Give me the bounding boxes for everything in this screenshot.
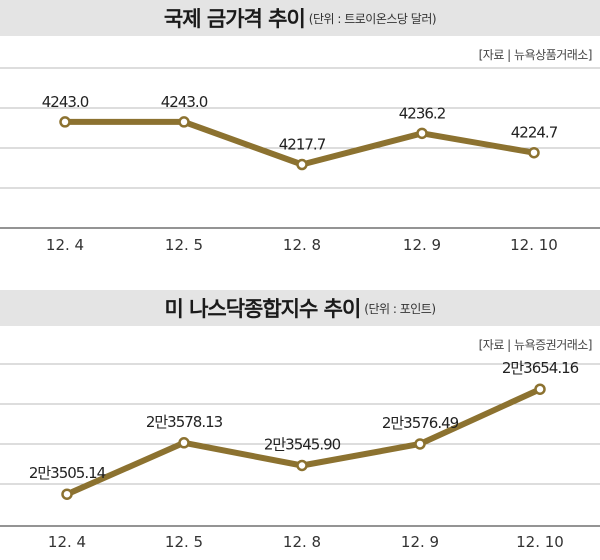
nasdaq-data-point: [296, 459, 308, 472]
nasdaq-value-label: 2만3578.13: [146, 413, 223, 431]
gold-value-label: 4224.7: [511, 124, 558, 142]
nasdaq-chart-title: 미 나스닥종합지수 추이: [164, 297, 361, 321]
gold-tick-label: 12. 9: [403, 236, 441, 254]
nasdaq-value-label: 2만3654.16: [502, 359, 579, 377]
gold-data-point: [528, 146, 540, 159]
nasdaq-data-point: [414, 438, 426, 450]
nasdaq-panel: 미 나스닥종합지수 추이 (단위 : 포인트) [자료 | 뉴욕증권거래소] 2…: [0, 290, 600, 560]
nasdaq-tick-label: 12. 9: [401, 533, 439, 551]
gold-chart-unit: (단위 : 트로이온스당 달러): [308, 11, 437, 26]
nasdaq-value-label: 2만3505.14: [29, 464, 106, 482]
nasdaq-data-point: [534, 383, 546, 395]
nasdaq-data-point: [178, 437, 190, 449]
gold-tick-label: 12. 8: [283, 236, 321, 254]
gold-price-panel: 국제 금가격 추이 (단위 : 트로이온스당 달러) [자료 | 뉴욕상품거래소…: [0, 0, 600, 254]
nasdaq-data-point: [61, 488, 73, 500]
gold-value-label: 4217.7: [279, 136, 326, 154]
gold-value-label: 4243.0: [42, 93, 89, 111]
gold-tick-label: 12. 10: [510, 236, 558, 254]
nasdaq-title-bar: 미 나스닥종합지수 추이 (단위 : 포인트): [0, 290, 600, 326]
gold-chart-source: [자료 | 뉴욕상품거래소]: [478, 48, 593, 62]
gold-tick-label: 12. 5: [165, 236, 203, 254]
nasdaq-tick-label: 12. 5: [165, 533, 203, 551]
nasdaq-tick-label: 12. 10: [516, 533, 564, 551]
nasdaq-chart-source: [자료 | 뉴욕증권거래소]: [478, 338, 593, 352]
nasdaq-line-chart: 2만3505.14 2만3578.13 2만3545.90 2만3576.49 2만36…: [0, 359, 600, 551]
nasdaq-value-label: 2만3576.49: [382, 414, 459, 432]
gold-tick-label: 12. 4: [46, 236, 84, 254]
gold-data-point: [296, 158, 308, 171]
nasdaq-tick-label: 12. 8: [283, 533, 321, 551]
gold-data-point: [178, 116, 190, 128]
gold-data-point: [416, 127, 428, 140]
gold-chart-title: 국제 금가격 추이: [163, 7, 306, 31]
gold-title-bar: 국제 금가격 추이 (단위 : 트로이온스당 달러): [0, 0, 600, 36]
gold-data-point: [59, 116, 71, 128]
nasdaq-chart-unit: (단위 : 포인트): [364, 301, 436, 316]
gold-value-label: 4236.2: [399, 104, 446, 122]
nasdaq-tick-label: 12. 4: [48, 533, 86, 551]
nasdaq-value-label: 2만3545.90: [264, 435, 341, 453]
gold-value-label: 4243.0: [161, 93, 208, 111]
gold-line-chart: 4243.0 4243.0 4217.7 4236.2 4224.7 12. 4 12. 5…: [0, 67, 600, 254]
